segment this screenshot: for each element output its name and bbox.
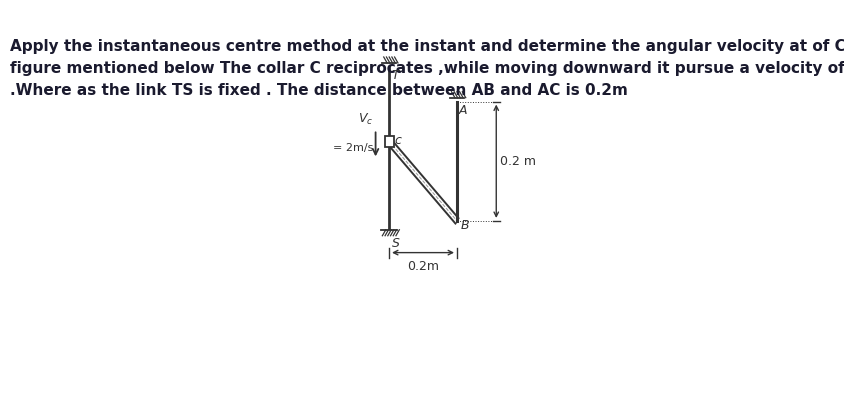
- Text: .Where as the link TS is fixed . The distance between AB and AC is 0.2m: .Where as the link TS is fixed . The dis…: [9, 83, 627, 98]
- Text: $V_c$: $V_c$: [358, 112, 373, 128]
- Text: 0.2m: 0.2m: [407, 259, 439, 272]
- Text: Apply the instantaneous centre method at the instant and determine the angular v: Apply the instantaneous centre method at…: [9, 39, 844, 54]
- Text: B: B: [460, 219, 469, 232]
- Text: figure mentioned below The collar C reciprocates ,while moving downward it pursu: figure mentioned below The collar C reci…: [9, 61, 844, 76]
- Text: = 2m/s: = 2m/s: [333, 143, 373, 153]
- Text: A: A: [459, 104, 468, 117]
- Text: 0.2 m: 0.2 m: [500, 155, 536, 168]
- Text: c: c: [395, 134, 402, 147]
- Bar: [385, 136, 393, 147]
- Text: T: T: [391, 69, 399, 82]
- Text: S: S: [392, 237, 400, 250]
